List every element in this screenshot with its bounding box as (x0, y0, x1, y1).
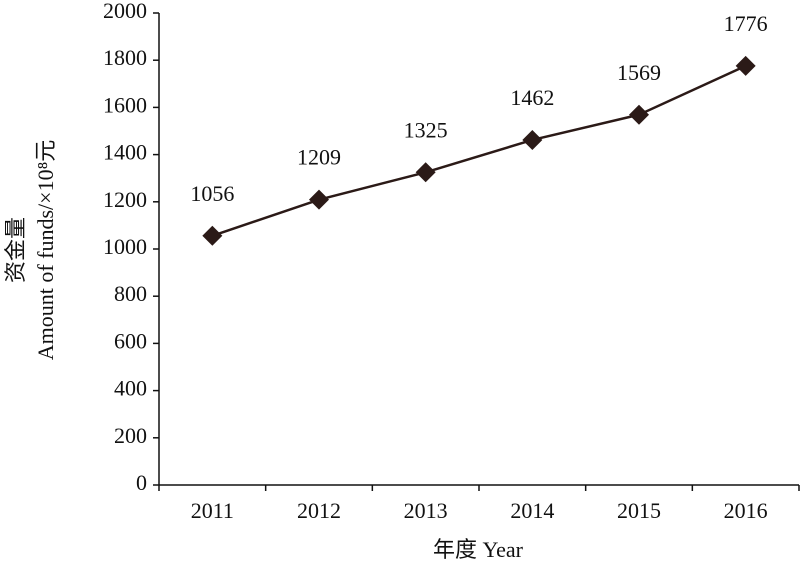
data-label: 1209 (297, 145, 341, 170)
y-tick-label: 1400 (103, 140, 147, 165)
data-label: 1325 (404, 117, 448, 142)
y-axis-label: Amount of funds/×10⁸元 (33, 140, 58, 361)
x-tick-label: 2016 (724, 498, 768, 523)
data-label: 1056 (190, 181, 234, 206)
y-tick-label: 0 (136, 470, 147, 495)
data-line (211, 64, 747, 237)
marker (415, 162, 436, 183)
marker (735, 55, 756, 76)
data-label: 1776 (724, 11, 768, 36)
marker (309, 189, 329, 210)
marker (202, 225, 223, 246)
y-tick-label: 1800 (103, 45, 147, 70)
data-label: 1462 (510, 85, 554, 110)
y-axis-label: 资金量 (3, 217, 28, 283)
y-tick-label: 1000 (103, 234, 147, 259)
y-tick-label: 1200 (103, 187, 147, 212)
x-tick-label: 2012 (297, 498, 341, 523)
y-tick-label: 1600 (103, 92, 147, 117)
marker (522, 129, 543, 150)
x-tick-label: 2014 (510, 498, 554, 523)
y-tick-label: 200 (114, 423, 147, 448)
y-tick-label: 2000 (103, 0, 147, 23)
y-tick-label: 400 (114, 376, 147, 401)
marker (629, 104, 649, 125)
y-label-group: 资金量 Amount of funds/×10⁸元 (3, 140, 58, 361)
x-tick-label: 2011 (191, 498, 234, 523)
x-axis-label: 年度 Year (433, 537, 524, 562)
y-tick-label: 600 (114, 328, 147, 353)
x-tick-label: 2015 (617, 498, 661, 523)
data-label: 1569 (617, 60, 661, 85)
y-tick-label: 800 (114, 281, 147, 306)
x-tick-label: 2013 (404, 498, 448, 523)
